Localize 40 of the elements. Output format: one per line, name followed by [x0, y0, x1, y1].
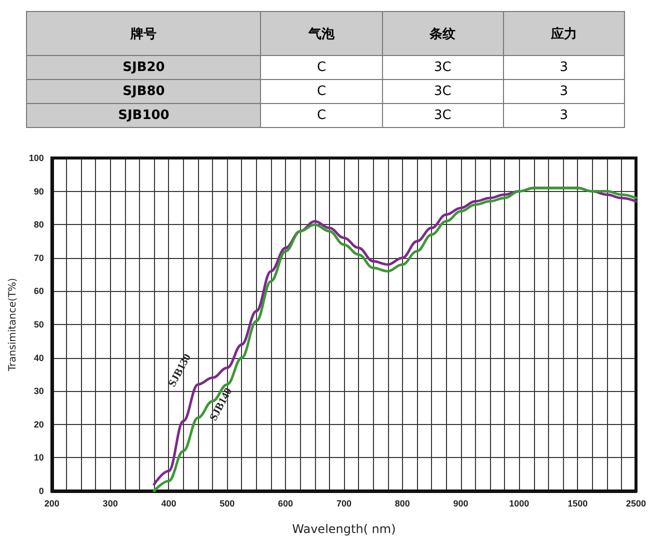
y-axis-title: Transimitance(T%): [8, 278, 18, 372]
y-tick-label: 90: [34, 186, 44, 196]
x-axis-title: Wavelength( nm): [292, 522, 396, 536]
y-tick-label: 60: [34, 286, 44, 296]
y-tick-label: 40: [34, 352, 44, 363]
category-label: 条纹: [382, 12, 504, 56]
y-tick-label: 0: [38, 486, 44, 496]
x-tick-label: 300: [102, 498, 118, 508]
text: C: [317, 60, 326, 75]
y-tick-label: 100: [28, 153, 44, 163]
text: 3C: [434, 108, 452, 123]
y-tick-label: 30: [34, 386, 44, 396]
text: SJB20: [122, 60, 165, 75]
x-tick-label: 1500: [568, 498, 588, 508]
text: C: [317, 84, 326, 99]
y-tick-label: 50: [34, 320, 44, 330]
x-tick-label: 2500: [626, 498, 646, 508]
y-tick-label: 10: [34, 452, 44, 463]
x-tick-label: 500: [220, 498, 235, 508]
x-tick-label: 900: [453, 498, 468, 508]
text: C: [317, 108, 326, 123]
text: SJB80: [122, 84, 165, 99]
category-label: 应力: [503, 12, 624, 56]
category-label: 气泡: [260, 12, 382, 56]
text: SJB100: [118, 108, 170, 123]
x-tick-label: 600: [278, 498, 294, 508]
y-tick-label: 80: [34, 220, 44, 230]
x-tick-label: 200: [44, 498, 60, 508]
text: 3: [560, 60, 568, 75]
text: 3C: [434, 60, 452, 75]
y-tick-label: 20: [34, 419, 44, 430]
x-tick-label: 1000: [509, 498, 530, 508]
text: 3: [560, 84, 568, 99]
x-tick-label: 700: [336, 498, 352, 508]
category-label: 牌号: [26, 12, 261, 56]
y-tick-label: 70: [34, 252, 44, 263]
text: 3: [560, 108, 568, 123]
x-tick-label: 400: [161, 498, 176, 508]
text: 3C: [434, 84, 452, 99]
x-tick-label: 800: [394, 498, 410, 508]
